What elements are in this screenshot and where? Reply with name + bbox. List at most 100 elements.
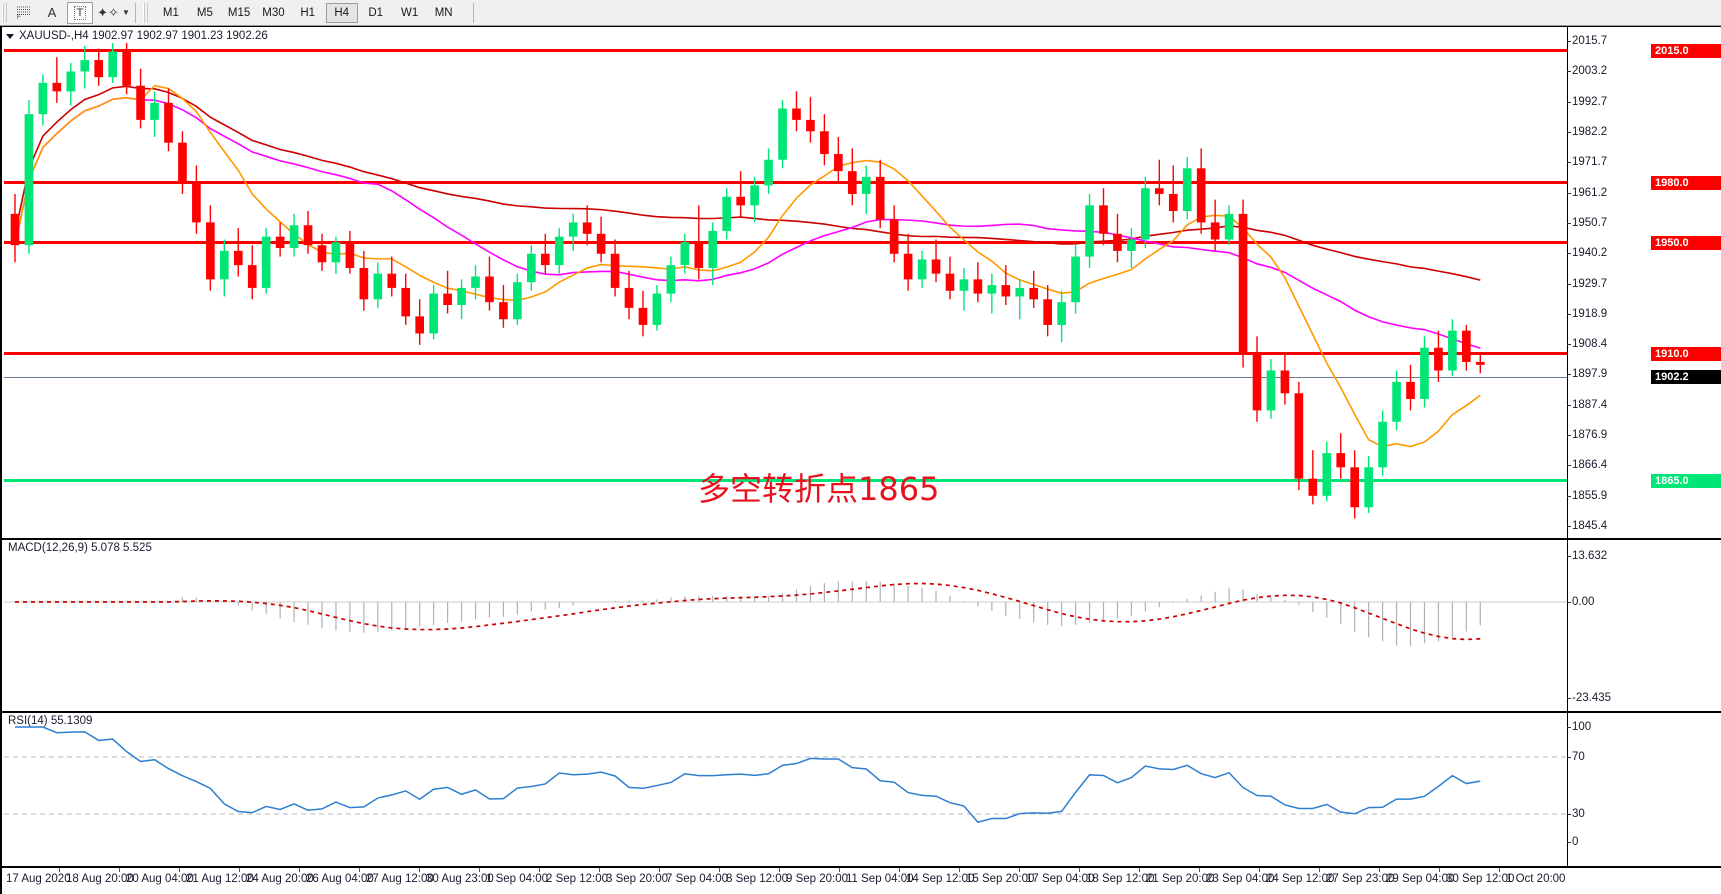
time-tick: 30 Aug 23:00 xyxy=(419,868,494,885)
time-tick: 18 Aug 20:00 xyxy=(59,868,134,885)
macd-tick: -23.435 xyxy=(1566,692,1612,704)
candle xyxy=(150,102,159,120)
toolbar-divider-2 xyxy=(472,2,474,23)
candle xyxy=(736,196,745,206)
candle xyxy=(1364,467,1373,508)
chevron-down-icon[interactable] xyxy=(6,33,14,39)
candle xyxy=(1015,287,1025,297)
candle xyxy=(38,82,48,115)
candle xyxy=(317,245,327,263)
level-tag-resistance-2015[interactable]: 2015.0 xyxy=(1651,44,1721,58)
level-tag-resistance-1980[interactable]: 1980.0 xyxy=(1651,176,1721,190)
candle xyxy=(1294,393,1304,479)
toolbar-grip-1[interactable] xyxy=(2,2,9,23)
candle xyxy=(331,242,341,263)
price-tick: 1961.2 xyxy=(1566,186,1608,199)
timeframe-m30[interactable]: M30 xyxy=(262,6,285,19)
timeframe-w1[interactable]: W1 xyxy=(401,6,419,19)
macd-pane[interactable]: MACD(12,26,9) 5.078 5.525 13.632 0.00 -23.… xyxy=(2,539,1721,712)
candle xyxy=(1392,381,1401,422)
price-tick: 1918.9 xyxy=(1566,307,1608,320)
time-tick: 9 Sep 20:00 xyxy=(778,868,849,885)
price-pane[interactable]: XAUUSD-,H4 1902.97 1902.97 1901.23 1902.… xyxy=(2,26,1721,539)
candle xyxy=(903,253,913,280)
timeframe-h1[interactable]: H1 xyxy=(300,6,316,19)
timeframe-m15[interactable]: M15 xyxy=(227,6,251,19)
candle xyxy=(875,176,885,220)
macd-label: MACD(12,26,9) 5.078 5.525 xyxy=(8,542,152,554)
time-tick: 27 Aug 12:00 xyxy=(359,868,434,885)
candle xyxy=(1085,205,1094,257)
timeframe-d1[interactable]: D1 xyxy=(368,6,384,19)
toolbar-grip-2[interactable] xyxy=(142,2,150,23)
level-tag-support-1865[interactable]: 1865.0 xyxy=(1651,474,1721,488)
rsi-tick: 0 xyxy=(1566,836,1579,848)
level-line-2015[interactable] xyxy=(4,49,1567,52)
rsi-axis[interactable]: 100 70 30 0 xyxy=(1566,713,1721,866)
time-axis[interactable]: 17 Aug 2020 18 Aug 20:00 20 Aug 04:00 21 Au… xyxy=(0,867,1721,894)
candle xyxy=(10,213,20,246)
candle xyxy=(108,51,117,78)
current-price-line xyxy=(4,377,1567,378)
candle xyxy=(387,273,397,288)
candle xyxy=(792,108,801,120)
candle xyxy=(847,171,857,194)
timeframe-m1[interactable]: M1 xyxy=(162,6,179,19)
candle xyxy=(610,253,620,288)
time-tick: 26 Aug 04:00 xyxy=(299,868,374,885)
price-tick: 2015.7 xyxy=(1566,35,1608,47)
level-line-1950[interactable] xyxy=(4,241,1567,244)
time-tick: 27 Sep 23:00 xyxy=(1318,868,1395,885)
rsi-pane[interactable]: RSI(14) 55.1309 100 70 30 0 xyxy=(2,712,1721,867)
candle xyxy=(1141,188,1150,240)
macd-axis[interactable]: 13.632 0.00 -23.435 xyxy=(1566,540,1721,711)
price-tick: 1876.9 xyxy=(1566,429,1608,442)
candle xyxy=(1406,381,1415,399)
level-tag-resistance-1910[interactable]: 1910.0 xyxy=(1651,347,1721,361)
candle xyxy=(820,131,829,155)
candle xyxy=(443,293,452,306)
objects-icon[interactable]: ✦✧ xyxy=(97,4,119,20)
macd-plot[interactable] xyxy=(4,540,1567,711)
candle xyxy=(1308,478,1318,496)
price-axis[interactable]: 2015.7 2003.2 1992.7 1982.2 1971.7 1961.2 1950… xyxy=(1566,27,1721,538)
candle xyxy=(959,279,969,291)
candle xyxy=(540,253,550,266)
candle xyxy=(708,230,718,268)
rsi-plot[interactable] xyxy=(4,713,1567,866)
candle xyxy=(568,222,578,237)
level-line-1980[interactable] xyxy=(4,181,1567,184)
chart-area[interactable]: XAUUSD-,H4 1902.97 1902.97 1901.23 1902.… xyxy=(0,26,1721,894)
time-tick: 29 Sep 04:00 xyxy=(1378,868,1455,885)
text-box-icon[interactable]: T xyxy=(67,1,93,24)
timeframe-m5[interactable]: M5 xyxy=(196,6,213,19)
candle xyxy=(945,273,955,291)
price-tick: 1971.7 xyxy=(1566,156,1608,169)
symbol-header[interactable]: XAUUSD-,H4 1902.97 1902.97 1901.23 1902.… xyxy=(6,30,268,42)
time-tick: 21 Aug 12:00 xyxy=(179,868,254,885)
candle xyxy=(861,176,871,194)
candle xyxy=(1182,168,1192,212)
objects-dropdown-icon[interactable]: ▼ xyxy=(122,8,130,17)
level-tag-current-price[interactable]: 1902.2 xyxy=(1651,370,1721,384)
candle xyxy=(289,225,299,249)
candle xyxy=(1168,193,1178,212)
price-tick: 1855.9 xyxy=(1566,489,1608,502)
text-label-icon[interactable]: A xyxy=(47,5,57,20)
level-line-1865[interactable] xyxy=(4,479,1567,482)
level-line-1910[interactable] xyxy=(4,352,1567,355)
chart-annotation-text[interactable]: 多空转折点1865 xyxy=(698,470,940,508)
price-plot[interactable]: 多空转折点1865 xyxy=(4,27,1567,538)
candle xyxy=(666,265,676,294)
rsi-tick: 100 xyxy=(1566,721,1592,733)
timeframe-h4[interactable]: H4 xyxy=(325,2,358,23)
timeframe-mn[interactable]: MN xyxy=(434,6,453,19)
candle xyxy=(987,285,997,294)
price-tick: 1982.2 xyxy=(1566,125,1608,138)
candle xyxy=(247,265,257,288)
symbol-header-text: XAUUSD-,H4 1902.97 1902.97 1901.23 1902.… xyxy=(19,30,268,42)
candle xyxy=(1378,421,1387,468)
level-tag-resistance-1950[interactable]: 1950.0 xyxy=(1651,236,1721,250)
candle xyxy=(638,307,648,325)
crosshair-pointer-icon[interactable]: F xyxy=(11,2,37,24)
